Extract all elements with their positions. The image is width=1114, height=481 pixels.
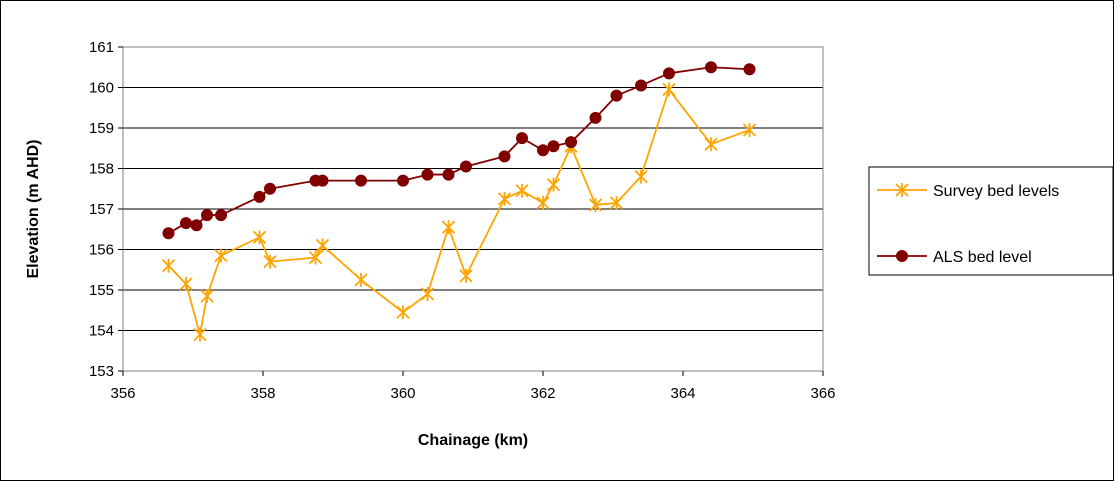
y-axis-title: Elevation (m AHD) [25, 140, 42, 279]
data-point [565, 136, 577, 149]
data-point [634, 169, 648, 184]
data-point [421, 168, 434, 181]
legend: Survey bed levels ALS bed level [868, 166, 1114, 276]
data-point [460, 160, 472, 173]
y-tick-label: 157 [89, 201, 114, 218]
data-point [662, 82, 676, 97]
data-point [201, 209, 213, 222]
data-point [396, 305, 410, 320]
data-point [546, 177, 561, 192]
data-point [610, 89, 623, 102]
legend-label: ALS bed level [933, 249, 1032, 266]
legend-marker [896, 250, 908, 262]
data-point [180, 217, 192, 230]
data-point [442, 168, 455, 181]
y-tick-label: 156 [89, 242, 114, 259]
data-point [162, 227, 175, 240]
data-point [200, 289, 214, 304]
series-line [167, 88, 750, 336]
legend-label: Survey bed levels [933, 183, 1059, 200]
data-point [215, 209, 227, 222]
data-point [420, 287, 435, 302]
series-2 [162, 61, 756, 240]
data-point [161, 258, 176, 273]
y-tick-label: 160 [89, 80, 114, 97]
data-point [537, 144, 549, 157]
x-tick-label: 356 [110, 385, 135, 402]
data-point [253, 190, 266, 203]
data-point [536, 195, 550, 210]
legend-box [868, 166, 1114, 276]
x-tick-label: 364 [670, 385, 695, 402]
data-point [516, 132, 528, 145]
legend-item: ALS bed level [877, 249, 1032, 266]
data-point [609, 195, 624, 210]
data-point [355, 174, 367, 187]
data-point [263, 254, 277, 269]
data-point [441, 220, 456, 235]
data-point [193, 327, 207, 342]
data-point [214, 248, 228, 263]
data-point [743, 63, 756, 76]
data-point [459, 268, 473, 283]
data-point [179, 276, 193, 291]
data-point [635, 79, 647, 92]
legend-item: Survey bed levels [877, 183, 1059, 200]
x-tick-label: 366 [810, 385, 835, 402]
data-point [705, 61, 717, 74]
y-tick-label: 158 [89, 161, 114, 178]
data-point [397, 174, 409, 187]
data-point [354, 272, 368, 287]
data-point [498, 150, 511, 163]
data-point [589, 111, 602, 124]
data-point [252, 230, 267, 245]
series-1 [161, 82, 757, 342]
y-tick-label: 161 [89, 39, 114, 56]
data-point [663, 67, 675, 80]
x-tick-label: 358 [250, 385, 275, 402]
x-tick-label: 360 [390, 385, 415, 402]
x-tick-label: 362 [530, 385, 555, 402]
series-layer [161, 61, 757, 342]
data-point [316, 174, 329, 187]
series-line [168, 66, 750, 235]
gridlines [123, 87, 823, 331]
data-point [704, 137, 718, 152]
data-point [588, 197, 603, 212]
data-point [515, 183, 529, 198]
axis-ticks: 153 154 155 156 157 158 159 160 161 356 358 360 362 3… [89, 39, 836, 402]
y-tick-label: 154 [89, 323, 114, 340]
data-point [497, 191, 512, 206]
data-point [264, 182, 276, 195]
y-tick-label: 153 [89, 363, 114, 380]
legend-marker [895, 183, 909, 197]
data-point [547, 140, 560, 153]
data-point [308, 250, 323, 265]
data-point [742, 123, 757, 138]
data-point [315, 238, 330, 253]
data-point [190, 219, 203, 232]
y-tick-label: 155 [89, 282, 114, 299]
x-axis-title: Chainage (km) [418, 432, 528, 449]
y-tick-label: 159 [89, 120, 114, 137]
